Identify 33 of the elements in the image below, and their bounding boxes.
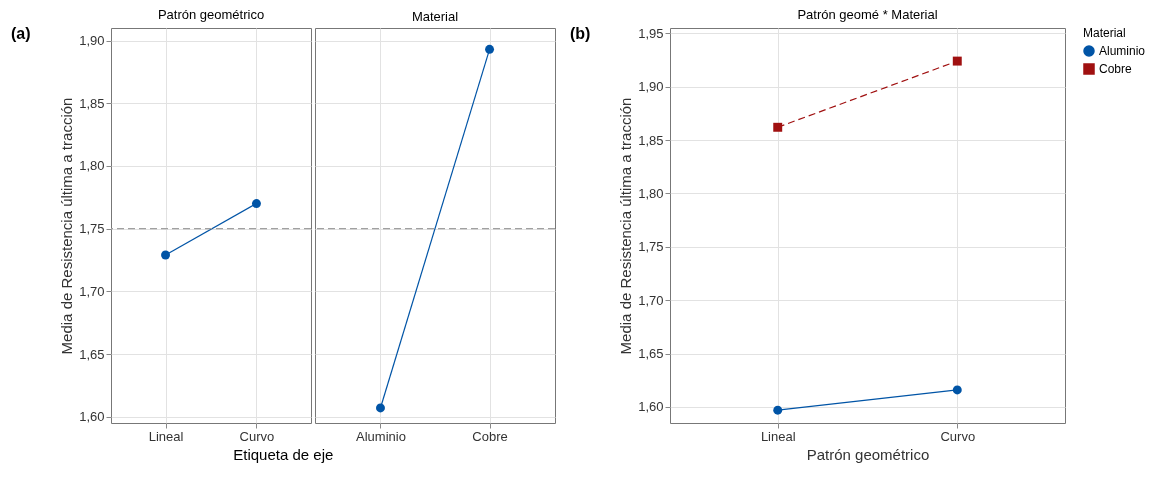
y-tick-label: 1,80: [79, 158, 105, 174]
x-tick-label: Cobre: [472, 428, 508, 444]
y-tick-label: 1,85: [79, 95, 105, 111]
text: (a): [11, 25, 31, 42]
y-tick-label: 1,75: [79, 221, 105, 237]
x-axis-title: Etiqueta de eje: [233, 445, 334, 463]
y-tick-label: 1,75: [638, 239, 664, 255]
x-tick-label: Curvo: [239, 428, 275, 444]
y-tick-label: 1,90: [638, 79, 664, 95]
y-tick-label: 1,65: [638, 346, 664, 362]
x-tick-label: Lineal: [760, 428, 796, 444]
y-tick-label: 1,60: [79, 409, 105, 425]
y-tick-label: 1,70: [79, 283, 105, 299]
text: (b): [570, 25, 591, 42]
x-axis-title: Patrón geométrico: [806, 445, 930, 463]
x-tick-label: Aluminio: [356, 428, 406, 444]
x-tick-label: Curvo: [940, 428, 976, 444]
y-tick-label: 1,90: [79, 33, 105, 49]
y-tick-label: 1,60: [638, 399, 664, 415]
y-tick-label: 1,95: [638, 25, 664, 41]
y-tick-label: 1,65: [79, 346, 105, 362]
y-tick-label: 1,80: [638, 185, 664, 201]
legend-label: Cobre: [1099, 62, 1133, 76]
y-axis-title: Media de Resistencia última a tracción: [58, 97, 76, 355]
y-tick-label: 1,85: [638, 132, 664, 148]
x-tick-label: Lineal: [148, 428, 184, 444]
legend-label: Aluminio: [1099, 44, 1146, 58]
y-tick-label: 1,70: [638, 292, 664, 308]
legend-title: Material: [1083, 26, 1126, 40]
chart-title: Material: [411, 9, 459, 24]
chart-title: Patrón geomé * Material: [797, 7, 938, 22]
chart-title: Patrón geométrico: [157, 7, 265, 22]
y-axis-title: Media de Resistencia última a tracción: [617, 97, 635, 355]
